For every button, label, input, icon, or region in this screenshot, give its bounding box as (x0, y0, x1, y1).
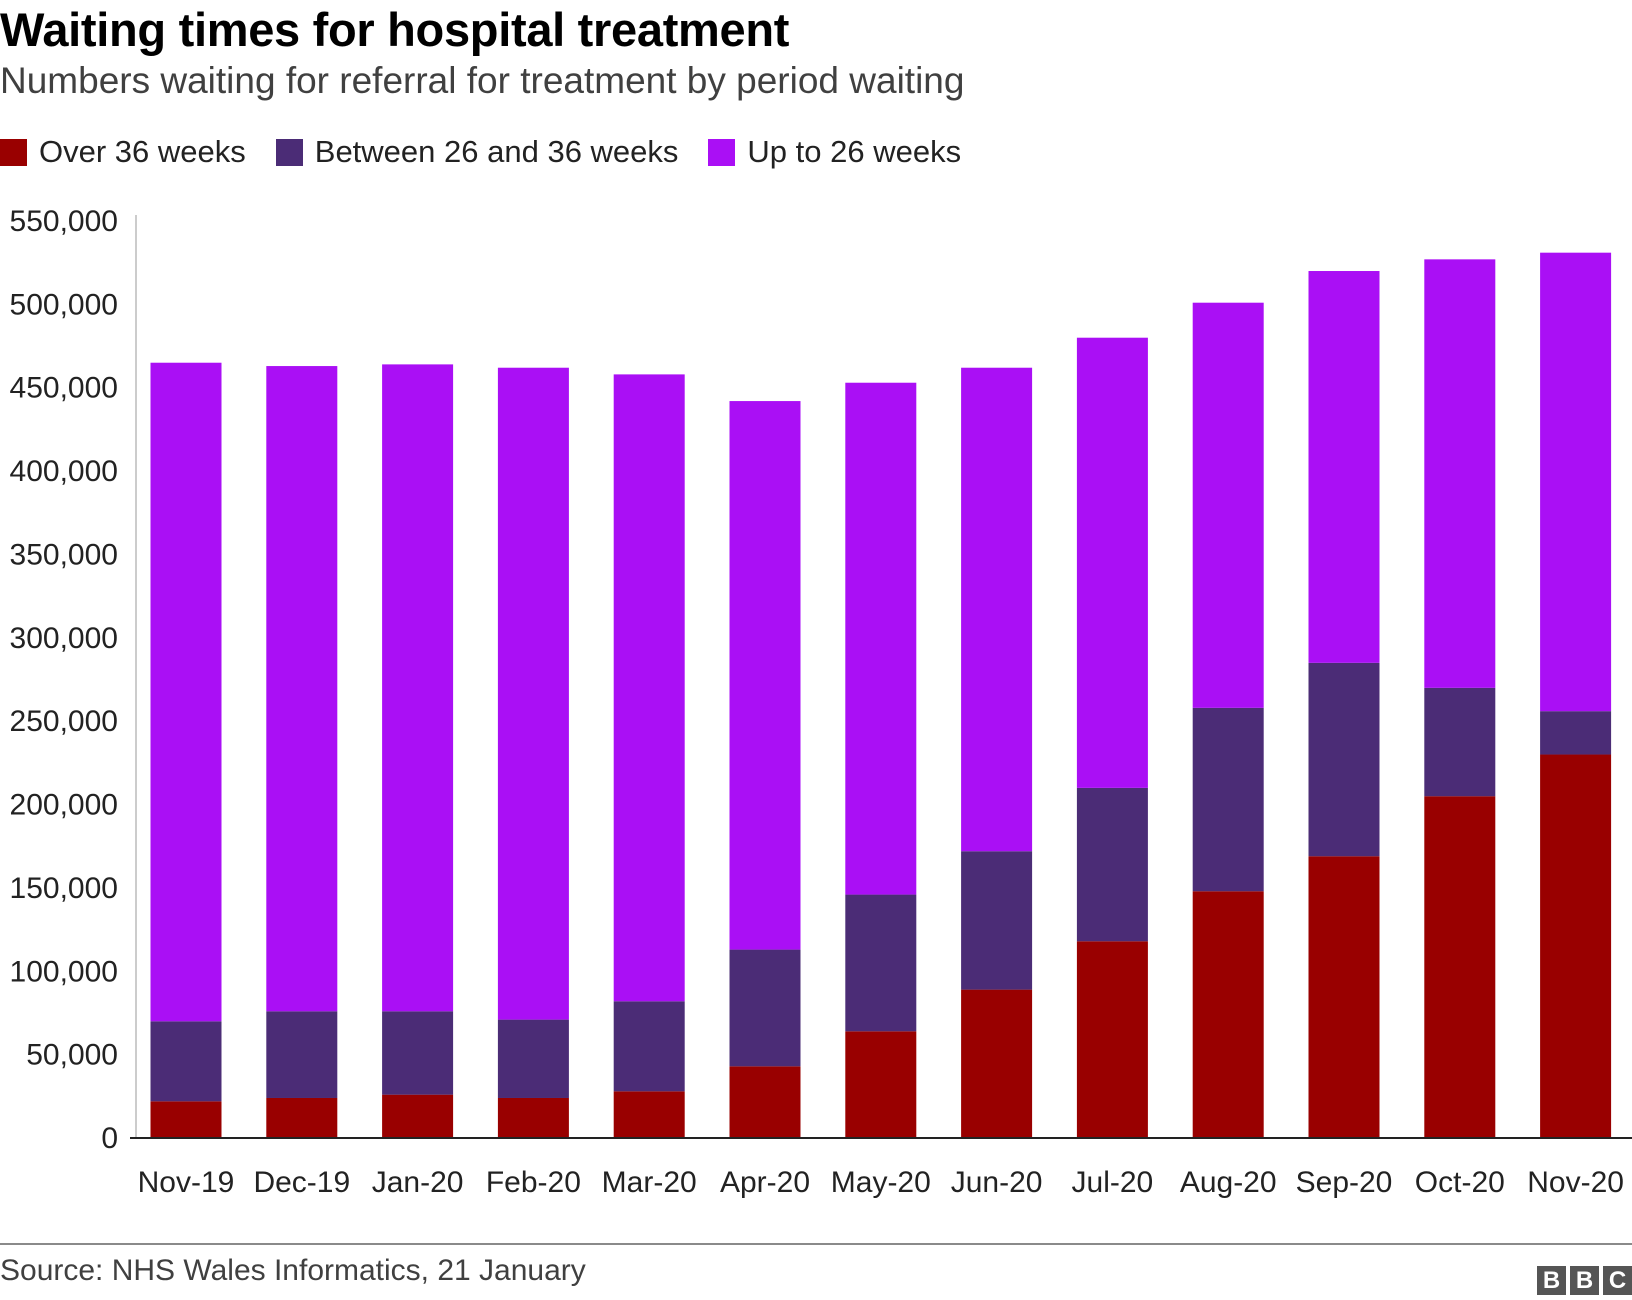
bar-segment-between-26-and-36-weeks-jul-20 (1076, 787, 1148, 942)
bar-segment-over-36-weeks-jun-20 (961, 989, 1033, 1138)
legend-swatch-up-to-26-weeks (708, 138, 736, 166)
x-tick-label: Sep-20 (1296, 1166, 1393, 1199)
bar-segment-over-36-weeks-feb-20 (497, 1097, 569, 1138)
x-tick-label: Dec-19 (253, 1166, 350, 1199)
bar-stacks (150, 252, 1612, 1138)
legend-item-over-36-weeks: Over 36 weeks (0, 134, 246, 170)
legend-item-up-to-26-weeks: Up to 26 weeks (708, 134, 961, 170)
x-tick-label: Oct-20 (1415, 1166, 1505, 1199)
bar-segment-between-26-and-36-weeks-jun-20 (961, 851, 1033, 990)
y-tick-label: 500,000 (10, 288, 118, 321)
bar-segment-up-to-26-weeks-nov-20 (1540, 252, 1612, 712)
y-axis-tick-labels: 0 50,000 100,000 150,000 200,000 250,000 300,0… (10, 205, 118, 1155)
bar-segment-between-26-and-36-weeks-apr-20 (729, 949, 801, 1067)
y-tick-label: 100,000 (10, 955, 118, 988)
x-tick-label: Jun-20 (951, 1166, 1043, 1199)
bar-segment-up-to-26-weeks-jul-20 (1076, 337, 1148, 788)
y-tick-label: 400,000 (10, 455, 118, 488)
chart-subtitle: Numbers waiting for referral for treatme… (0, 60, 965, 101)
x-axis-tick-labels: Nov-19 Dec-19 Jan-20 Feb-20 Mar-20 Apr-20 May-… (138, 1166, 1624, 1199)
bar-segment-over-36-weeks-apr-20 (729, 1066, 801, 1138)
bar-segment-over-36-weeks-aug-20 (1192, 891, 1264, 1138)
bar-segment-over-36-weeks-sep-20 (1308, 856, 1380, 1138)
x-tick-label: Nov-19 (138, 1166, 235, 1199)
x-tick-label: Jul-20 (1072, 1166, 1154, 1199)
bar-segment-up-to-26-weeks-dec-19 (266, 366, 338, 1012)
bar-segment-up-to-26-weeks-mar-20 (613, 374, 685, 1002)
bar-segment-up-to-26-weeks-jun-20 (961, 367, 1033, 852)
legend-item-between-26-and-36-weeks: Between 26 and 36 weeks (275, 134, 679, 170)
bar-segment-between-26-and-36-weeks-jan-20 (382, 1011, 454, 1095)
bar-segment-over-36-weeks-jan-20 (382, 1094, 454, 1138)
bar-segment-between-26-and-36-weeks-mar-20 (613, 1001, 685, 1092)
legend-label-up-to-26-weeks: Up to 26 weeks (747, 134, 962, 169)
bar-segment-between-26-and-36-weeks-dec-19 (266, 1011, 338, 1098)
bar-segment-up-to-26-weeks-sep-20 (1308, 271, 1380, 663)
bar-segment-over-36-weeks-nov-19 (150, 1101, 222, 1138)
x-tick-label: Mar-20 (602, 1166, 697, 1199)
bar-segment-up-to-26-weeks-jan-20 (382, 364, 454, 1012)
y-tick-label: 550,000 (10, 205, 118, 238)
bar-segment-up-to-26-weeks-nov-19 (150, 362, 222, 1022)
bar-segment-over-36-weeks-may-20 (845, 1031, 917, 1138)
chart-title: Waiting times for hospital treatment (0, 3, 790, 56)
y-tick-label: 150,000 (10, 872, 118, 905)
legend: Over 36 weeks Between 26 and 36 weeks Up… (0, 134, 991, 170)
bar-segment-over-36-weeks-jul-20 (1076, 941, 1148, 1138)
bar-segment-between-26-and-36-weeks-nov-20 (1540, 711, 1612, 755)
x-tick-label: Jan-20 (372, 1166, 464, 1199)
y-tick-label: 250,000 (10, 705, 118, 738)
bbc-logo-letter-b2: B (1570, 1266, 1599, 1295)
bar-segment-between-26-and-36-weeks-sep-20 (1308, 662, 1380, 857)
x-tick-label: Feb-20 (486, 1166, 581, 1199)
bar-segment-between-26-and-36-weeks-oct-20 (1424, 687, 1496, 797)
bar-segment-up-to-26-weeks-feb-20 (497, 367, 569, 1020)
bbc-logo: B B C (1533, 1266, 1632, 1295)
bar-segment-between-26-and-36-weeks-may-20 (845, 894, 917, 1032)
bar-segment-up-to-26-weeks-oct-20 (1424, 259, 1496, 688)
bar-segment-over-36-weeks-dec-19 (266, 1097, 338, 1138)
legend-label-between-26-and-36-weeks: Between 26 and 36 weeks (314, 134, 679, 169)
bbc-logo-letter-b1: B (1537, 1266, 1566, 1295)
legend-swatch-between-26-and-36-weeks (275, 138, 303, 166)
bar-segment-over-36-weeks-nov-20 (1540, 754, 1612, 1138)
legend-label-over-36-weeks: Over 36 weeks (39, 134, 246, 169)
x-tick-label: May-20 (831, 1166, 931, 1199)
bar-segment-up-to-26-weeks-aug-20 (1192, 302, 1264, 708)
y-tick-label: 450,000 (10, 372, 118, 405)
x-tick-label: Nov-20 (1527, 1166, 1624, 1199)
legend-swatch-over-36-weeks (0, 138, 27, 166)
x-tick-label: Apr-20 (720, 1166, 810, 1199)
bbc-logo-letter-c: C (1603, 1266, 1632, 1295)
stacked-bar-chart: 0 50,000 100,000 150,000 200,000 250,000 300,0… (10, 205, 1632, 1199)
bar-segment-over-36-weeks-mar-20 (613, 1091, 685, 1138)
y-tick-label: 200,000 (10, 789, 118, 822)
source-note: Source: NHS Wales Informatics, 21 Januar… (0, 1254, 586, 1287)
bar-segment-between-26-and-36-weeks-aug-20 (1192, 707, 1264, 892)
bar-segment-up-to-26-weeks-apr-20 (729, 401, 801, 950)
x-tick-label: Aug-20 (1180, 1166, 1277, 1199)
y-tick-label: 300,000 (10, 622, 118, 655)
y-tick-label: 350,000 (10, 538, 118, 571)
bar-segment-between-26-and-36-weeks-nov-19 (150, 1021, 222, 1102)
footer-divider (0, 1243, 1632, 1245)
bar-segment-between-26-and-36-weeks-feb-20 (497, 1019, 569, 1098)
bar-segment-up-to-26-weeks-may-20 (845, 382, 917, 895)
bar-segment-over-36-weeks-oct-20 (1424, 796, 1496, 1138)
y-tick-label: 50,000 (26, 1039, 118, 1072)
y-tick-label: 0 (101, 1122, 118, 1155)
